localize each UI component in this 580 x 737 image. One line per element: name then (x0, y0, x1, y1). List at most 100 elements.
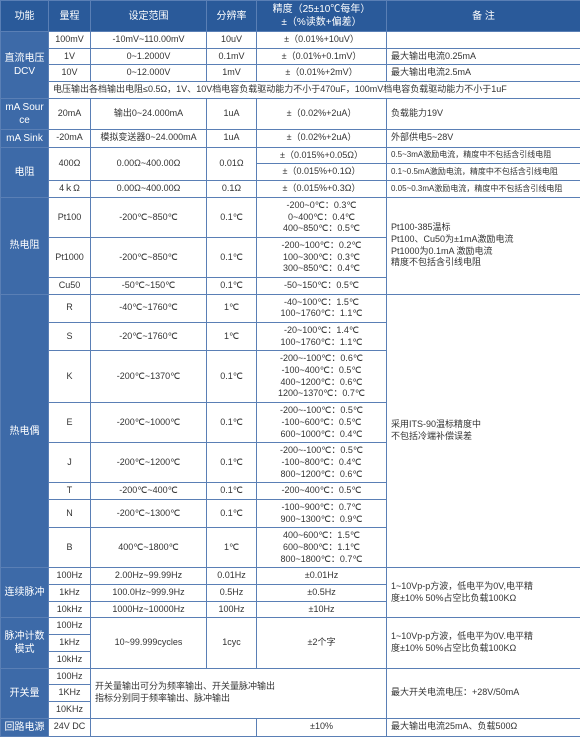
c: 1~10Vp-p方波，低电平为0V,电平精度±10% 50%占空比负载100KΩ (387, 568, 580, 618)
c: 2.00Hz~99.99Hz (91, 568, 207, 585)
c: 0.5Hz (207, 585, 257, 602)
col-accuracy: 精度（25±10℃每年）±（%读数+偏差） (257, 1, 387, 32)
c: T (49, 483, 91, 500)
c: 400~600℃：1.5℃600~800℃：1.1℃800~1800℃：0.7℃ (257, 528, 387, 568)
c: ±（0.01%+10uV） (257, 32, 387, 49)
c: 400Ω (49, 147, 91, 180)
cat-tc: 热电偶 (1, 294, 49, 568)
c: B (49, 528, 91, 568)
c: 开关量输出可分为频率输出、开关量脉冲输出指标分别同于频率输出、脉冲输出 (91, 668, 387, 718)
c: 1kHz (49, 585, 91, 602)
c: 1cyc (207, 618, 257, 668)
c: 0.5~3mA激励电流，精度中不包括含引线电阻 (387, 147, 580, 164)
c: ±10Hz (257, 601, 387, 618)
c: 1℃ (207, 294, 257, 322)
col-range: 量程 (49, 1, 91, 32)
c: ±2个字 (257, 618, 387, 668)
c: 0.01Hz (207, 568, 257, 585)
c: 10KHz (49, 701, 91, 718)
c: E (49, 403, 91, 443)
c: Cu50 (49, 277, 91, 294)
c: -200~400℃：0.5℃ (257, 483, 387, 500)
cat-masource: mA Source (1, 98, 49, 129)
c: S (49, 323, 91, 351)
c: ±（0.01%+2mV） (257, 65, 387, 82)
c: Pt100 (49, 197, 91, 237)
c: K (49, 351, 91, 403)
c: 0.05~0.3mA激励电流，精度中不包括含引线电阻 (387, 181, 580, 198)
c: ±（0.02%+2uA） (257, 129, 387, 147)
c: 0.1℃ (207, 277, 257, 294)
c: -20℃~1760℃ (91, 323, 207, 351)
c: 1kHz (49, 635, 91, 652)
c: 0.00Ω~400.00Ω (91, 181, 207, 198)
rtd-note: Pt100-385温标Pt100、Cu50为±1mA激励电流Pt1000为0.1… (387, 197, 580, 294)
c: ±（0.015%+0.3Ω） (257, 181, 387, 198)
c: -20mA (49, 129, 91, 147)
c: 1000Hz~10000Hz (91, 601, 207, 618)
c: -200~100℃：0.2℃100~300℃：0.3℃300~850℃：0.4℃ (257, 237, 387, 277)
c: -40~100℃：1.5℃100~1760℃：1.1℃ (257, 294, 387, 322)
c (91, 718, 257, 736)
c: 0.01Ω (207, 147, 257, 180)
c: 10kHz (49, 601, 91, 618)
c: 最大输出电流2.5mA (387, 65, 580, 82)
c: J (49, 443, 91, 483)
cat-pulse: 连续脉冲 (1, 568, 49, 618)
c: -200~-100℃：0.6℃-100~400℃：0.5℃400~1200℃：0… (257, 351, 387, 403)
c: ±（0.015%+0.1Ω） (257, 164, 387, 181)
c (387, 32, 580, 49)
cat-switch: 开关量 (1, 668, 49, 718)
c: -200℃~1300℃ (91, 499, 207, 527)
cat-pcount: 脉冲计数模式 (1, 618, 49, 668)
c: 100.0Hz~999.9Hz (91, 585, 207, 602)
c: 24V DC (49, 718, 91, 736)
col-note: 备 注 (387, 1, 580, 32)
c: 100Hz (49, 668, 91, 685)
c: -100~900℃：0.7℃900~1300℃：0.9℃ (257, 499, 387, 527)
col-resolution: 分辨率 (207, 1, 257, 32)
c: 1V (49, 48, 91, 65)
c: 最大开关电流电压：+28V/50mA (387, 668, 580, 718)
cat-rtd: 热电阻 (1, 197, 49, 294)
c: -200~-100℃：0.5℃-100~800℃：0.4℃800~1200℃：0… (257, 443, 387, 483)
c: -50℃~150℃ (91, 277, 207, 294)
c: 100Hz (207, 601, 257, 618)
c: ±0.5Hz (257, 585, 387, 602)
c: 1℃ (207, 528, 257, 568)
c: 1KHz (49, 685, 91, 702)
c: 0.1℃ (207, 403, 257, 443)
c: -200℃~850℃ (91, 237, 207, 277)
c: 外部供电5~28V (387, 129, 580, 147)
c: R (49, 294, 91, 322)
c: 1uA (207, 129, 257, 147)
c: 10V (49, 65, 91, 82)
cat-resistance: 电阻 (1, 147, 49, 197)
c: 20mA (49, 98, 91, 129)
c: 100Hz (49, 618, 91, 635)
col-function: 功能 (1, 1, 49, 32)
c: -200~-100℃：0.5℃-100~600℃：0.5℃600~1000℃：0… (257, 403, 387, 443)
c: 模拟变送器0~24.000mA (91, 129, 207, 147)
c: 输出0~24.000mA (91, 98, 207, 129)
dcv-note: 电压输出各档输出电阻≤0.5Ω，1V、10V档电容负载驱动能力不小于470uF，… (49, 82, 580, 99)
c: 1mV (207, 65, 257, 82)
c: ±（0.02%+2uA） (257, 98, 387, 129)
c: -200℃~1200℃ (91, 443, 207, 483)
tc-note: 采用ITS-90温标精度中不包括冷端补偿误差 (387, 294, 580, 568)
c: -20~100℃：1.4℃100~1760℃：1.1℃ (257, 323, 387, 351)
c: ±（0.01%+0.1mV） (257, 48, 387, 65)
c: 0.1mV (207, 48, 257, 65)
c: 0.1℃ (207, 443, 257, 483)
c: 0.1℃ (207, 483, 257, 500)
c: 0.1℃ (207, 499, 257, 527)
c: 10~99.999cycles (91, 618, 207, 668)
c: 10kHz (49, 651, 91, 668)
c: 1~10Vp-p方波，低电平为0V.电平精度±10% 50%占空比负载100KΩ (387, 618, 580, 668)
c: ±0.01Hz (257, 568, 387, 585)
c: 0.1~0.5mA激励电流，精度中不包括含引线电阻 (387, 164, 580, 181)
cat-dcv: 直流电压DCV (1, 32, 49, 99)
c: -200~0℃：0.3℃0~400℃：0.4℃400~850℃：0.5℃ (257, 197, 387, 237)
c: 0~12.000V (91, 65, 207, 82)
c: 0.1℃ (207, 351, 257, 403)
